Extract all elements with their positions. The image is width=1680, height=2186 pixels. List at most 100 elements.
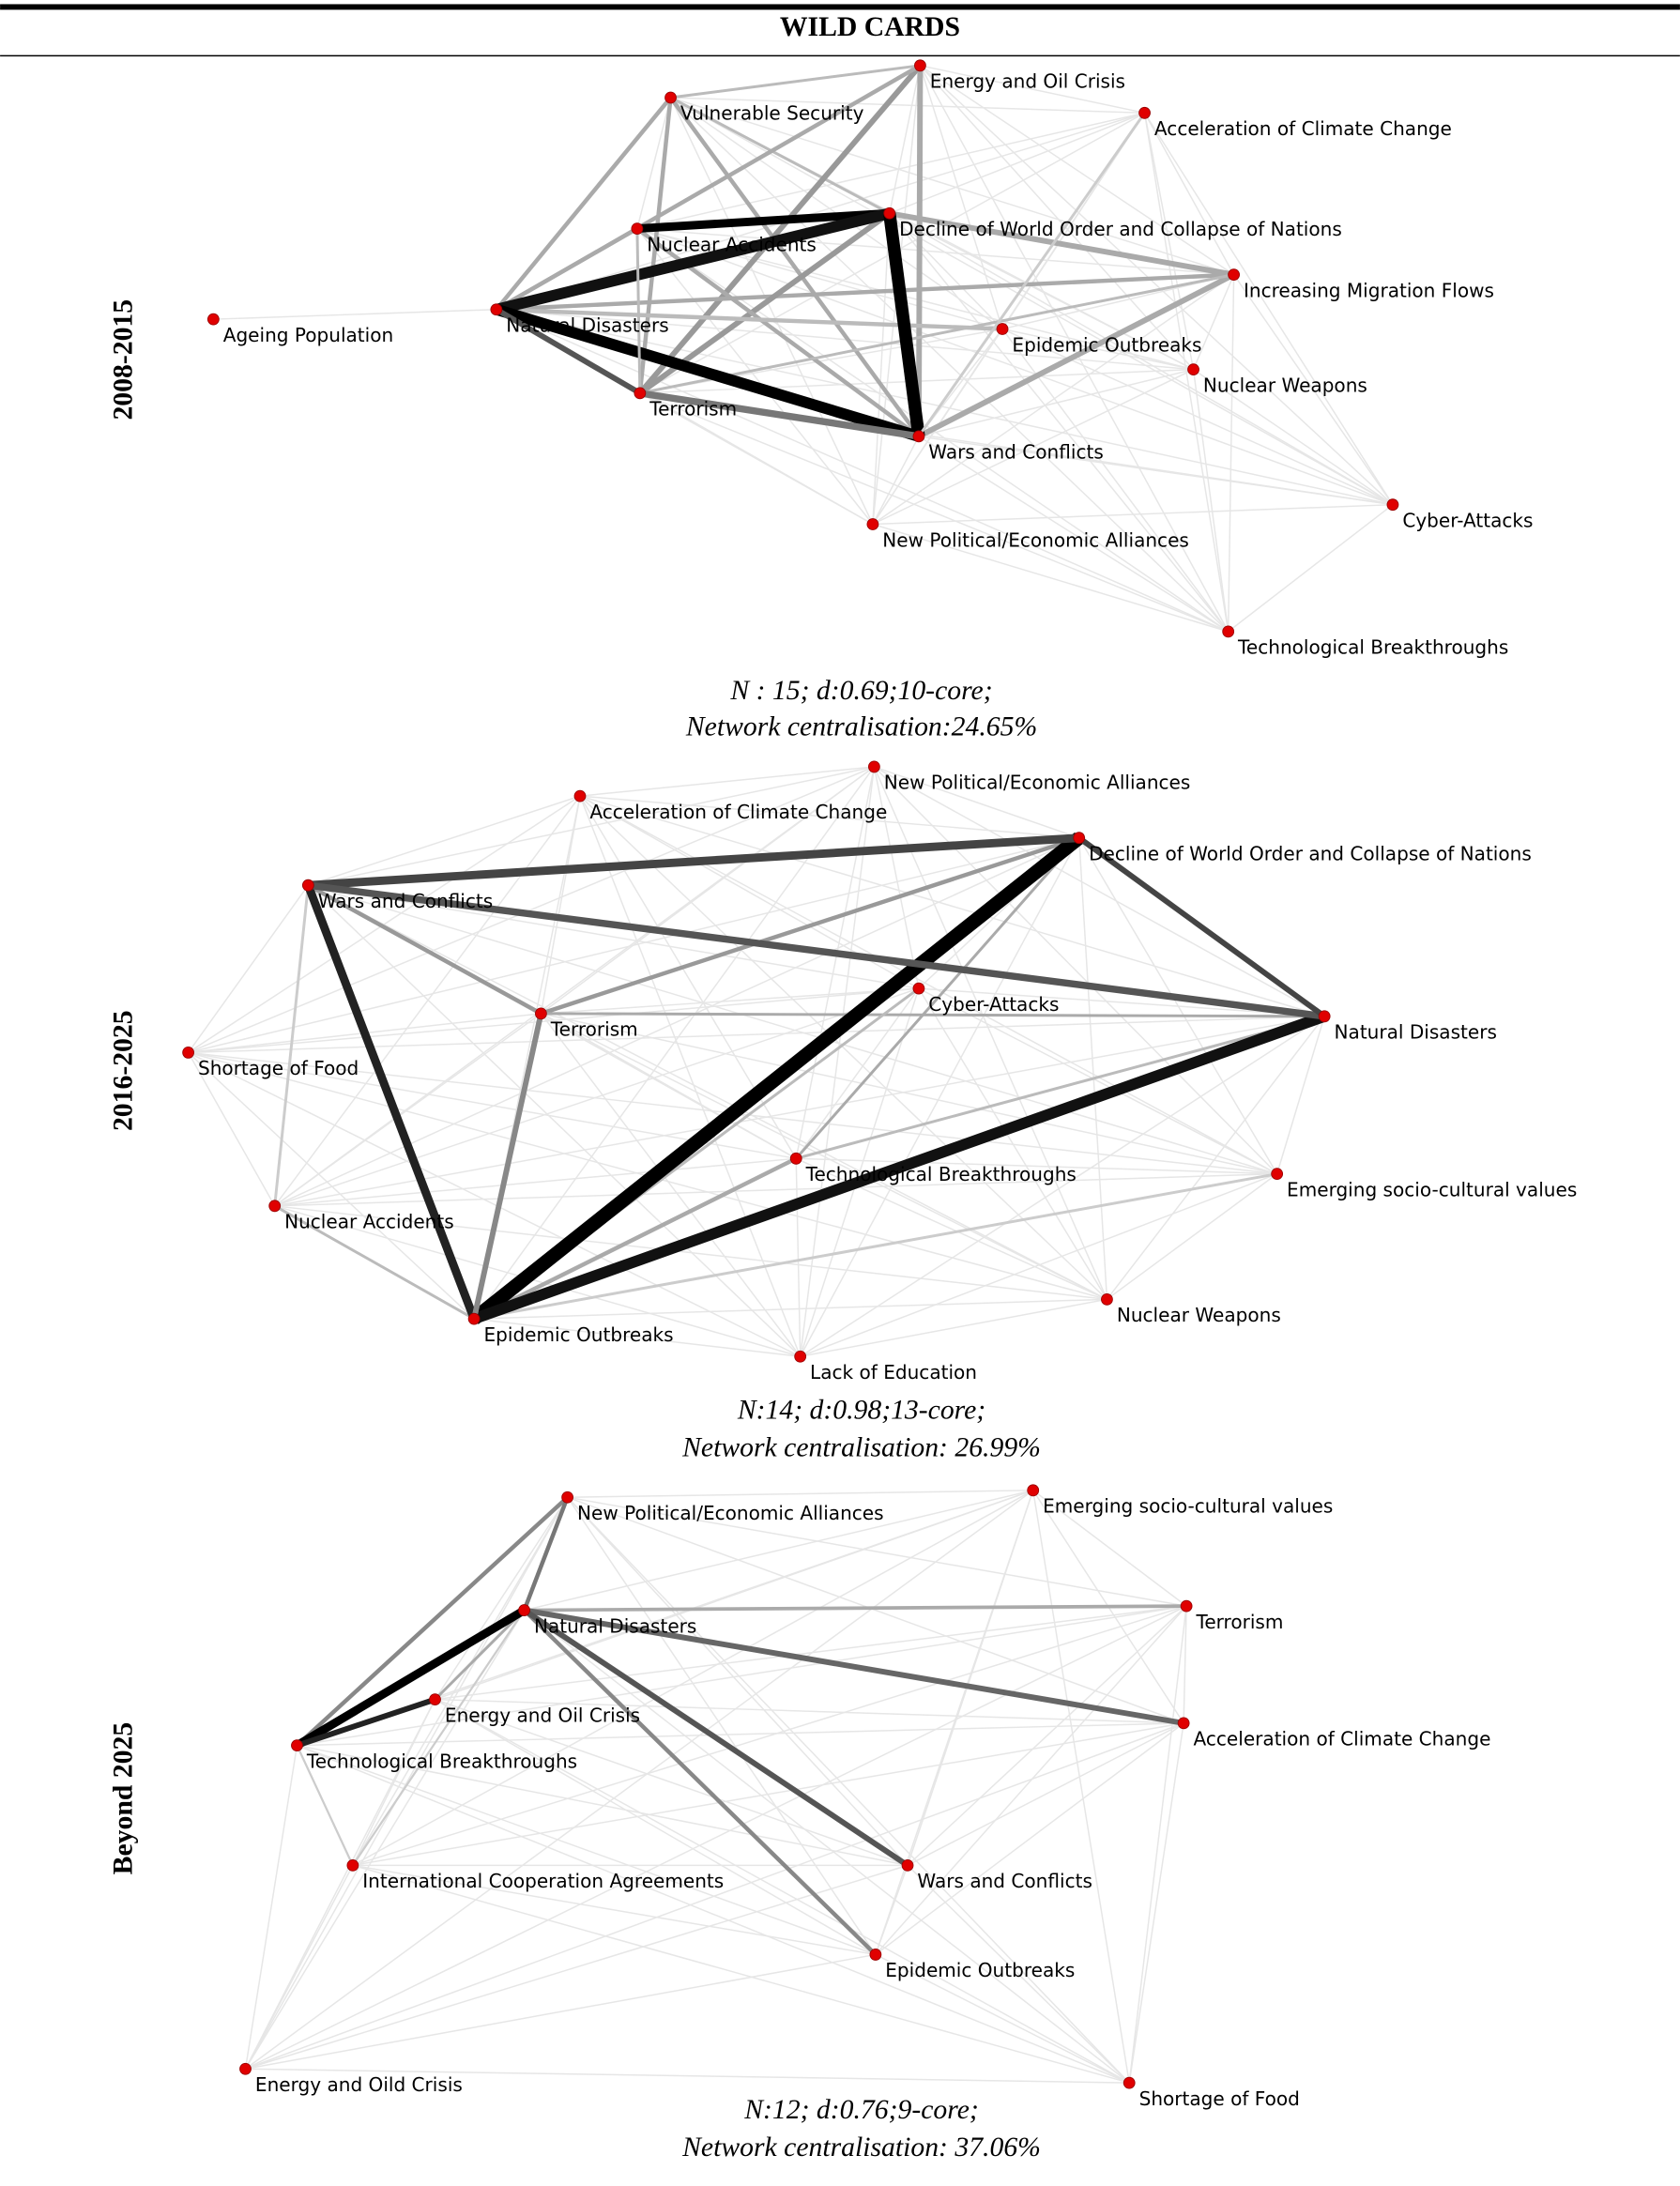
edge [274,1205,1107,1301]
edge [636,228,874,525]
edge [639,273,1234,395]
node [1228,268,1240,281]
edge [187,1052,276,1207]
node-label: Epidemic Outbreaks [885,1959,1075,1981]
edge [795,836,1080,1160]
edge [295,1606,527,1750]
edge [522,1496,570,1612]
edge [524,1609,1130,2084]
edge [670,97,1394,506]
node-label: Acceleration of Climate Change [1154,117,1452,140]
network: Energy and Oil Crisis Vulnerable Security… [206,59,1533,659]
edge [1228,504,1394,633]
node [239,2062,252,2075]
node-label: New Political/Economic Alliances [884,772,1191,794]
node [518,1604,530,1616]
edge [875,1722,1184,1956]
edge [435,1698,1130,2084]
node-label: Natural Disasters [1335,1021,1497,1044]
edge [875,1605,1187,1955]
edge [918,987,1277,1175]
node [996,323,1009,335]
edge [670,97,1145,115]
edge [669,96,891,215]
edge [1106,1016,1325,1300]
edge [796,1157,1277,1175]
edge [273,885,310,1206]
edge [635,228,642,393]
node [301,879,314,892]
caption: Network centralisation:24.65% [685,712,1037,742]
edge [918,436,1229,633]
edge [244,1865,354,2070]
edge [213,309,496,320]
node-label: Terrorism [649,398,737,420]
edge [579,766,875,797]
node [268,1200,282,1213]
edge [352,1722,1184,1867]
edge [636,227,1394,506]
node-label: Technological Breakthroughs [1237,636,1508,659]
edge [636,227,1003,330]
node-label: Cyber-Attacks [928,993,1059,1016]
edge [541,1012,1325,1018]
node [883,206,896,220]
edge [636,112,1145,230]
edge [524,1607,1184,1726]
edge [1001,329,1229,633]
edge [1192,369,1229,632]
edge [670,97,1229,633]
node-label: Energy and Oil Crisis [445,1704,640,1726]
node [1138,106,1151,119]
edge [274,1157,797,1207]
edge [889,212,1194,371]
edge [670,97,1234,276]
node-label: New Political/Economic Alliances [577,1502,884,1524]
edge [1183,1606,1187,1723]
node [1101,1292,1113,1306]
edge [435,1698,909,1867]
edge [473,1172,1277,1321]
node-label: Ageing Population [223,324,393,346]
edge [295,1495,570,1748]
edge [795,766,876,1159]
edge [296,1696,436,1749]
edge [579,795,1079,839]
edge [495,304,921,442]
node-label: Emerging socio-cultural values [1043,1495,1333,1518]
edge [188,1051,801,1357]
edge [540,795,581,1014]
edge [496,307,1003,331]
edge [245,1605,1187,2070]
node [291,1739,303,1752]
caption: Network centralisation: 26.99% [681,1433,1041,1463]
edge [245,1953,877,2070]
edge [636,208,890,234]
period-label: 2016-2025 [109,1010,139,1131]
edge [308,884,1107,1300]
node-label: Terrorism [1196,1611,1284,1633]
edge [1107,1173,1278,1300]
network: New Political/Economic Alliances Emerging… [239,1484,1490,2110]
node [1177,1717,1190,1730]
edge [297,1744,877,1956]
node [206,313,220,326]
edge [188,1051,475,1320]
node-label: International Cooperation Agreements [362,1870,724,1892]
edge [1031,1490,1130,2084]
edge [1192,274,1235,370]
node-label: Lack of Education [810,1361,977,1383]
node-label: Epidemic Outbreaks [483,1323,673,1346]
node [1027,1484,1040,1497]
edge [274,1016,1325,1207]
edge [889,112,1145,214]
edge [469,832,1084,1324]
edge [918,368,1194,437]
edge [297,1744,909,1867]
edge [889,210,1235,278]
edge [883,212,925,437]
edge [435,1698,877,1956]
edge [872,213,891,525]
edge [274,987,920,1207]
node [1123,2076,1136,2089]
